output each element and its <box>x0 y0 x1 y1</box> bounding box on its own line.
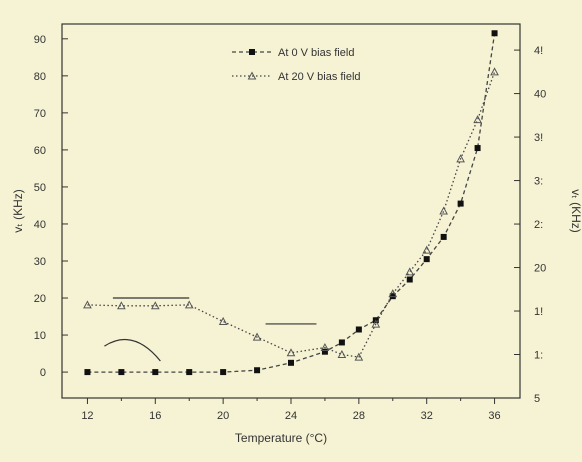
data-point-square <box>288 359 294 366</box>
data-point-square <box>321 348 328 355</box>
data-point-triangle <box>371 319 381 328</box>
data-point-triangle <box>117 301 126 310</box>
y-right-axis-label: vₜ (KHz) <box>569 189 582 233</box>
data-point-square <box>423 256 430 263</box>
x-tick-label: 16 <box>149 410 161 422</box>
data-point-triangle <box>405 267 415 276</box>
data-point-triangle <box>473 115 482 124</box>
y-right-tick-label: 40 <box>534 89 546 101</box>
data-point-square <box>118 369 125 376</box>
y-right-tick-label: 1: <box>534 350 543 362</box>
data-point-square <box>355 326 362 333</box>
data-point-triangle <box>320 342 330 352</box>
series-line-1 <box>87 33 496 373</box>
data-point-square <box>406 276 413 283</box>
y-right-tick-label: 4! <box>534 45 543 57</box>
data-point-triangle <box>490 67 499 76</box>
y-left-tick-label: 80 <box>34 71 46 83</box>
data-point-square <box>474 145 481 152</box>
data-point-square <box>84 369 91 376</box>
data-point-square <box>338 339 345 346</box>
data-point-triangle <box>439 206 449 215</box>
x-axis-label: Temperature (°C) <box>235 431 327 445</box>
y-right-tick-label: 1! <box>534 306 543 318</box>
y-left-tick-label: 30 <box>34 256 46 268</box>
data-point-triangle <box>252 332 262 341</box>
series-line-2 <box>87 71 496 358</box>
data-point-triangle <box>388 289 398 298</box>
data-point-square <box>457 200 464 207</box>
x-tick-label: 20 <box>217 410 229 422</box>
legend-label-2: At 20 V bias field <box>278 71 361 83</box>
x-tick-label: 36 <box>488 410 500 422</box>
y-right-tick-label: 20 <box>534 263 546 275</box>
legend-label-1: At 0 V bias field <box>278 47 354 59</box>
data-point-square <box>220 369 227 376</box>
data-point-triangle <box>83 300 92 309</box>
y-right-tick-label: 3! <box>534 132 543 144</box>
y-left-tick-label: 90 <box>34 34 46 46</box>
data-point-triangle <box>218 316 228 325</box>
y-left-tick-label: 0 <box>40 367 46 379</box>
legend-marker-triangle <box>247 71 257 80</box>
data-point-triangle <box>286 348 296 357</box>
data-point-square <box>440 233 447 240</box>
x-tick-label: 24 <box>285 410 297 422</box>
y-left-tick-label: 70 <box>34 108 46 120</box>
data-point-triangle <box>150 301 160 310</box>
y-left-tick-label: 10 <box>34 330 46 342</box>
data-point-triangle <box>184 300 194 309</box>
y-right-tick-label: 2: <box>534 219 543 231</box>
x-tick-label: 12 <box>81 410 93 422</box>
y-right-tick-label: 5 <box>534 393 540 405</box>
y-left-tick-label: 50 <box>34 182 46 194</box>
data-point-triangle <box>422 245 432 254</box>
x-tick-label: 28 <box>353 410 365 422</box>
x-tick-label: 32 <box>421 410 433 422</box>
legend-marker-square <box>249 49 255 55</box>
y-left-tick-label: 60 <box>34 145 46 157</box>
y-right-tick-label: 3: <box>534 176 543 188</box>
data-point-square <box>152 369 159 376</box>
data-point-triangle <box>337 349 347 359</box>
annotation-arrow-left-axis <box>104 338 161 362</box>
data-point-square <box>186 369 193 376</box>
data-point-square <box>254 367 261 374</box>
y-left-axis-label: vₜ (KHz) <box>11 189 25 233</box>
data-point-square <box>491 30 498 37</box>
y-left-tick-label: 20 <box>34 293 46 305</box>
y-left-tick-label: 40 <box>34 219 46 231</box>
data-point-triangle <box>354 352 364 361</box>
data-point-triangle <box>456 154 465 163</box>
